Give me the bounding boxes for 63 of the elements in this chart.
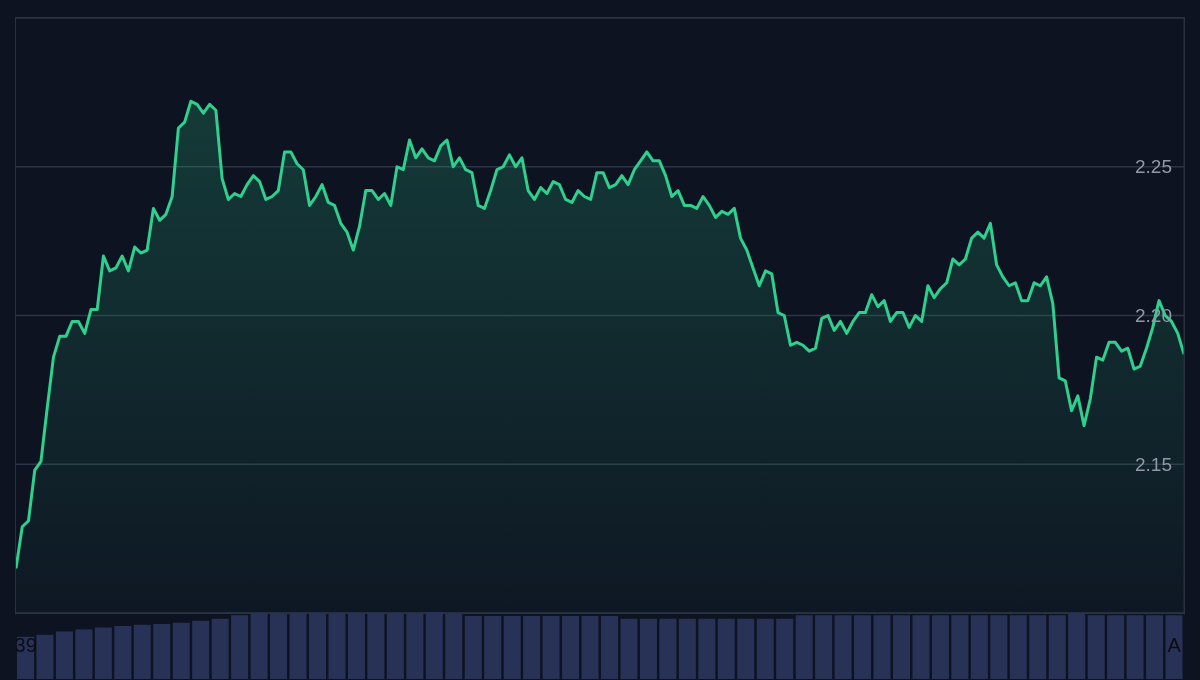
- bar: [717, 618, 735, 679]
- y-tick-label: 2.25: [1135, 156, 1172, 178]
- bar: [912, 615, 930, 679]
- bar: [795, 615, 813, 679]
- bar: [250, 614, 268, 679]
- bar: [698, 618, 716, 679]
- bar: [347, 614, 365, 679]
- bar: [873, 615, 891, 679]
- bar: [1068, 614, 1086, 679]
- bar: [445, 614, 463, 679]
- bar: [931, 615, 949, 679]
- x-tick-label: 39: [14, 634, 37, 656]
- bar: [289, 614, 307, 679]
- bar: [425, 612, 443, 679]
- bar: [75, 629, 93, 679]
- bar: [620, 618, 638, 679]
- bar: [386, 614, 404, 679]
- bar: [114, 626, 132, 679]
- bar: [1126, 615, 1144, 679]
- bar: [970, 615, 988, 679]
- bar: [678, 618, 696, 679]
- bar: [328, 614, 346, 679]
- bar: [1107, 615, 1125, 679]
- bar: [951, 615, 969, 679]
- y-tick-label: 2.15: [1135, 453, 1172, 475]
- bar: [94, 627, 112, 679]
- bar: [815, 615, 833, 679]
- bar: [893, 615, 910, 679]
- bar: [562, 616, 580, 679]
- bar: [1087, 615, 1105, 679]
- bar: [484, 616, 502, 679]
- bar: [542, 616, 560, 679]
- bar: [211, 618, 229, 679]
- bar: [55, 631, 73, 679]
- bar: [1165, 615, 1183, 679]
- bar: [1048, 615, 1066, 679]
- bar: [776, 618, 794, 679]
- bar: [523, 616, 541, 679]
- bar: [1029, 615, 1047, 679]
- bar: [367, 614, 385, 679]
- bar: [1009, 615, 1027, 679]
- x-tick-label: A: [1167, 634, 1182, 656]
- bar: [309, 614, 326, 679]
- bar: [659, 618, 677, 679]
- bar: [601, 616, 618, 679]
- bar: [503, 616, 521, 679]
- bar: [990, 615, 1008, 679]
- bar: [270, 614, 288, 679]
- bar: [172, 622, 190, 679]
- bar: [153, 624, 171, 679]
- bar: [639, 618, 657, 679]
- bar: [464, 616, 482, 679]
- bar: [133, 624, 151, 679]
- bar: [854, 615, 872, 679]
- bar: [406, 614, 424, 679]
- bar: [192, 620, 210, 679]
- bar: [1146, 615, 1164, 679]
- bar: [756, 618, 774, 679]
- bar: [231, 615, 249, 679]
- bar: [36, 634, 54, 679]
- bar: [581, 616, 599, 679]
- bar: [737, 618, 755, 679]
- bar: [834, 615, 852, 679]
